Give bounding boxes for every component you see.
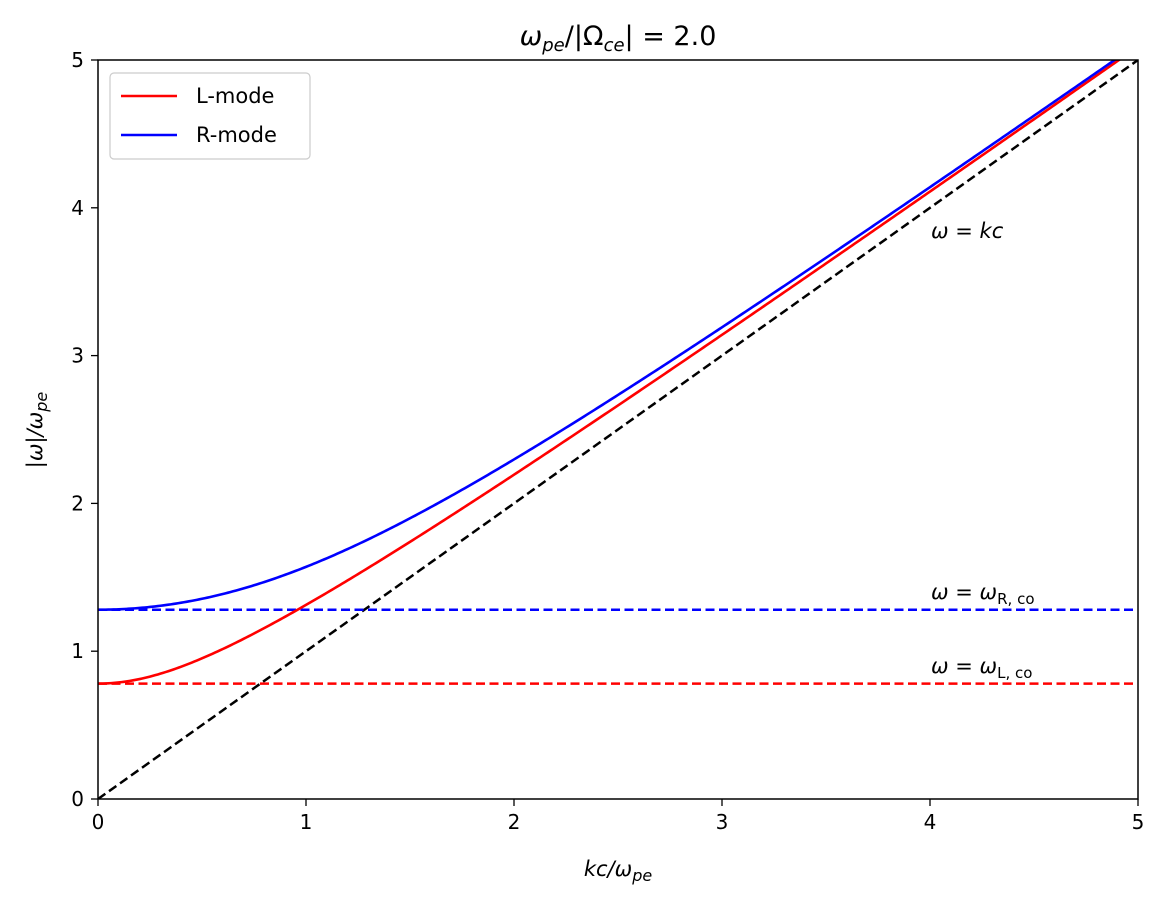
- plot-area: [98, 60, 1138, 799]
- x-tick-label: 3: [716, 810, 729, 834]
- y-tick-label: 2: [71, 491, 84, 515]
- x-tick-label: 5: [1132, 810, 1145, 834]
- x-tick-label: 2: [508, 810, 521, 834]
- y-axis-label: |ω|/ωpe: [23, 392, 51, 469]
- y-tick-label: 5: [71, 48, 84, 72]
- x-tick-label: 0: [92, 810, 105, 834]
- axis-ticks: 0 1 2 3 4 5 0 1 2 3 4 5: [71, 48, 1144, 834]
- series-line-l-mode: [98, 60, 1122, 685]
- legend-box: [109, 72, 311, 160]
- series-line-r-mode: [98, 60, 1117, 611]
- annotation-omega-kc: ω = kc: [931, 219, 1004, 243]
- legend: L-mode R-mode: [109, 72, 311, 160]
- annotation-omega-l-cutoff: ω = ωL, co: [931, 654, 1032, 682]
- y-tick-label: 1: [71, 639, 84, 663]
- y-tick-label: 3: [71, 344, 84, 368]
- y-tick-label: 4: [71, 196, 84, 220]
- legend-label-r-mode: R-mode: [196, 123, 277, 147]
- reference-line-0: [98, 60, 1138, 799]
- x-tick-label: 1: [300, 810, 313, 834]
- annotation-omega-r-cutoff: ω = ωR, co: [931, 580, 1035, 608]
- axes-frame: [97, 59, 1139, 800]
- x-tick-label: 4: [924, 810, 937, 834]
- legend-label-l-mode: L-mode: [196, 84, 274, 108]
- chart-title: ωpe/|Ωce| = 2.0: [520, 21, 717, 56]
- x-axis-label: kc/ωpe: [584, 857, 653, 885]
- y-tick-label: 0: [71, 787, 84, 811]
